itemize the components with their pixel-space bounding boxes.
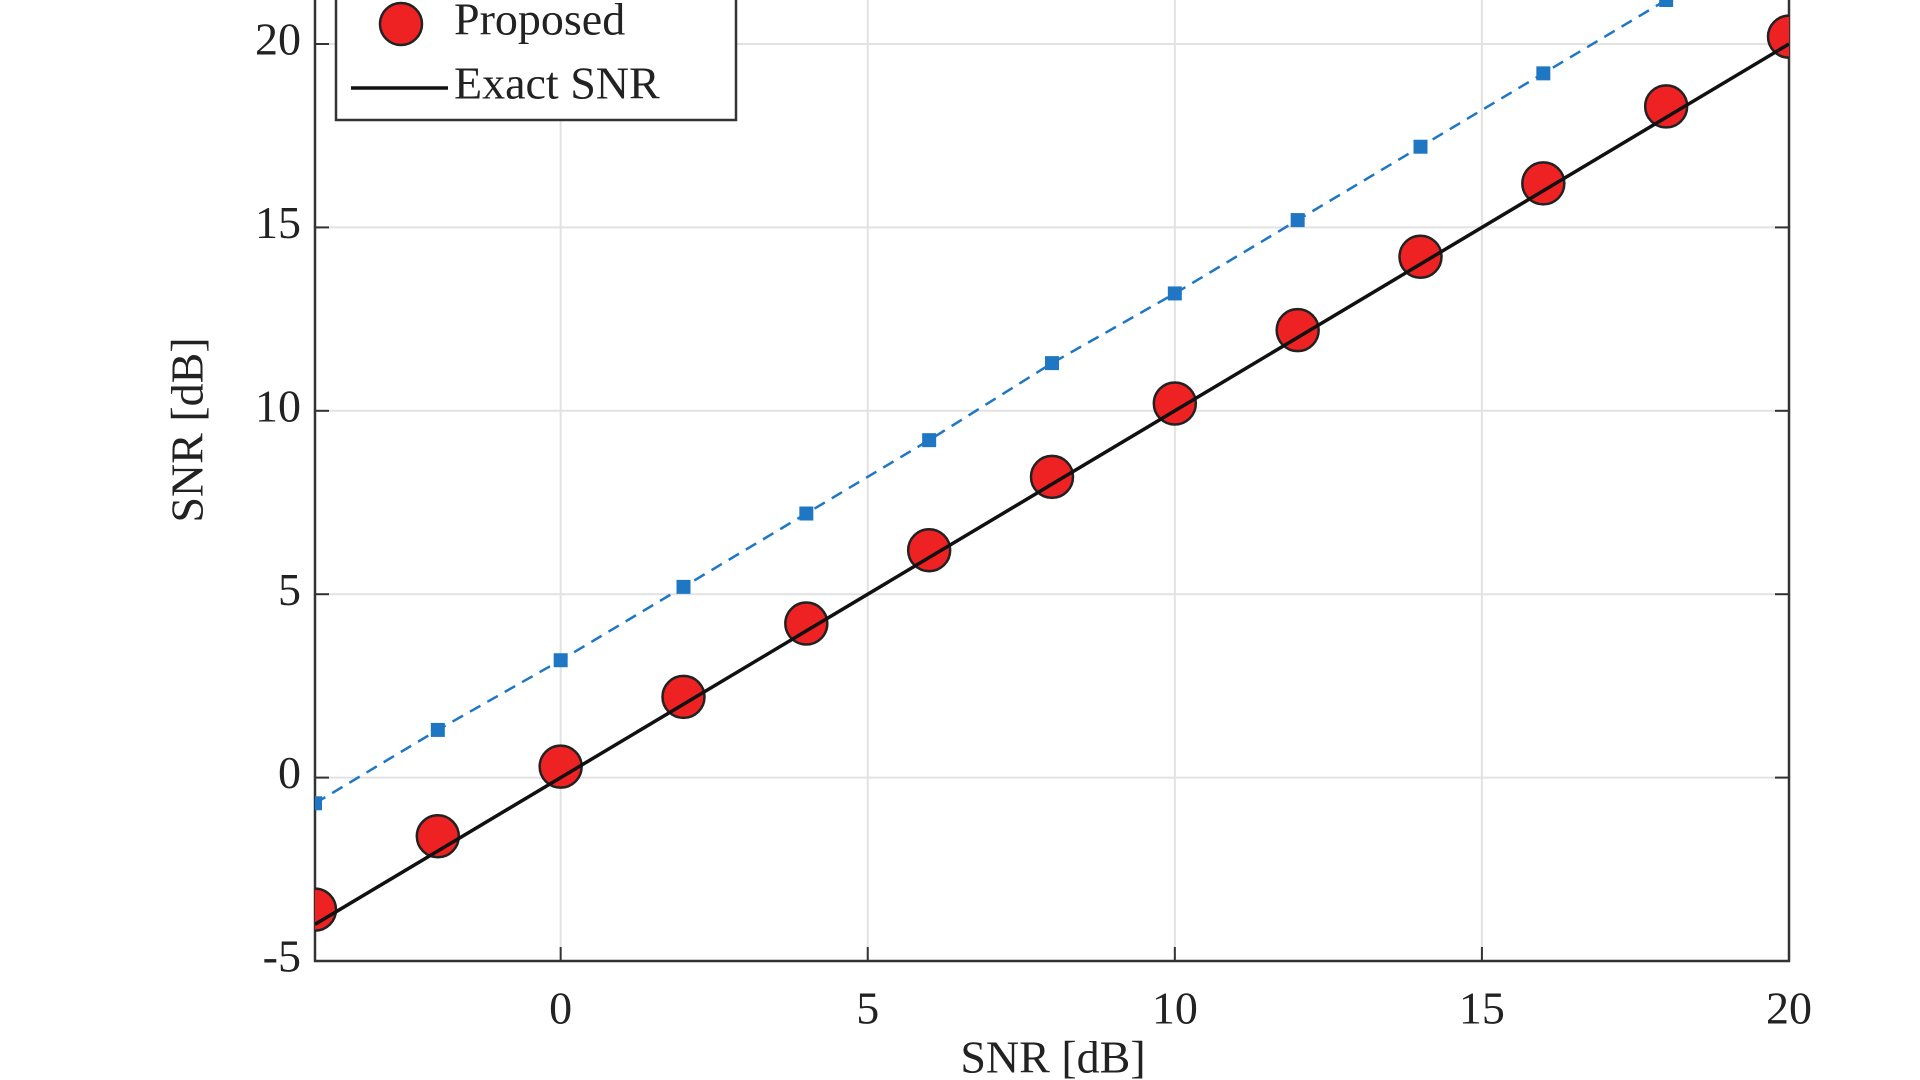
series-line (315, 42, 1789, 926)
legend-label: Proposed (454, 0, 625, 45)
marker (1045, 356, 1059, 371)
marker (415, 814, 461, 859)
plot-area (315, 0, 1789, 932)
legend-swatch (378, 1, 424, 47)
marker (315, 887, 338, 932)
x-axis-label: SNR [dB] (960, 1032, 1145, 1080)
marker (922, 433, 937, 448)
y-tick-label: 0 (278, 747, 301, 798)
y-axis-label: SNR [dB] (162, 337, 213, 522)
marker (1659, 0, 1674, 7)
marker (1290, 213, 1305, 228)
x-tick-label: 20 (1766, 983, 1812, 1034)
marker (1521, 161, 1566, 206)
marker (799, 506, 814, 521)
marker (430, 722, 445, 737)
y-tick-label: 10 (255, 380, 301, 431)
x-tick-label: 0 (549, 983, 572, 1034)
marker (1398, 234, 1443, 280)
marker (1643, 84, 1689, 129)
y-tick-label: 20 (255, 14, 301, 65)
x-tick-label: 5 (856, 983, 879, 1034)
legend-label: Exact SNR (454, 58, 660, 109)
y-tick-label: 15 (255, 197, 301, 248)
marker (1152, 381, 1198, 426)
axes-frame (313, 0, 1791, 963)
marker (315, 796, 322, 811)
marker (1029, 454, 1075, 500)
marker (661, 674, 706, 720)
marker (676, 579, 691, 594)
x-tick-label: 10 (1152, 983, 1198, 1034)
marker (538, 744, 583, 789)
marker (1275, 307, 1320, 353)
y-tick-label: 5 (278, 564, 301, 615)
y-tick-label: -5 (263, 931, 301, 982)
marker (1536, 66, 1551, 81)
marker (784, 601, 829, 646)
x-tick-label: 15 (1459, 983, 1505, 1034)
series-line (315, 0, 1667, 805)
marker (1413, 139, 1428, 154)
marker (553, 653, 568, 668)
marker (906, 527, 952, 573)
marker (1167, 286, 1182, 301)
